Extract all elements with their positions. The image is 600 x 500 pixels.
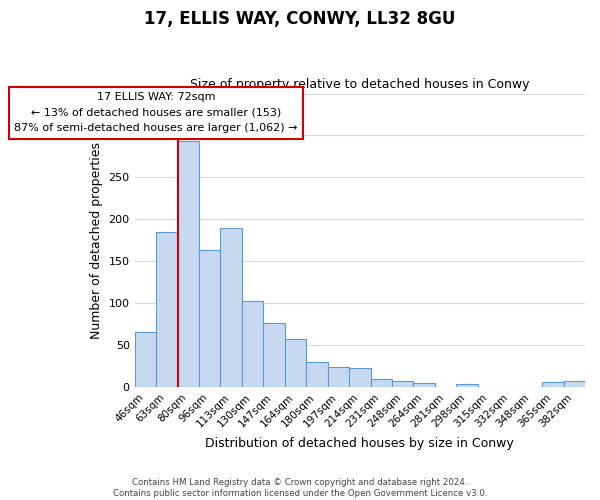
Bar xyxy=(306,362,328,387)
Bar xyxy=(134,332,156,387)
Bar xyxy=(371,378,392,387)
Bar xyxy=(563,381,585,387)
Bar xyxy=(220,228,242,387)
Bar xyxy=(413,383,435,387)
Text: Contains HM Land Registry data © Crown copyright and database right 2024.
Contai: Contains HM Land Registry data © Crown c… xyxy=(113,478,487,498)
Bar xyxy=(263,323,285,387)
Bar xyxy=(199,250,220,387)
Title: Size of property relative to detached houses in Conwy: Size of property relative to detached ho… xyxy=(190,78,530,91)
Y-axis label: Number of detached properties: Number of detached properties xyxy=(90,142,103,339)
Bar xyxy=(349,368,371,387)
Bar xyxy=(392,381,413,387)
Bar xyxy=(285,339,306,387)
Bar xyxy=(457,384,478,387)
X-axis label: Distribution of detached houses by size in Conwy: Distribution of detached houses by size … xyxy=(205,437,514,450)
Text: 17 ELLIS WAY: 72sqm
← 13% of detached houses are smaller (153)
87% of semi-detac: 17 ELLIS WAY: 72sqm ← 13% of detached ho… xyxy=(14,92,298,134)
Text: 17, ELLIS WAY, CONWY, LL32 8GU: 17, ELLIS WAY, CONWY, LL32 8GU xyxy=(145,10,455,28)
Bar xyxy=(178,142,199,387)
Bar xyxy=(242,300,263,387)
Bar xyxy=(542,382,563,387)
Bar xyxy=(328,367,349,387)
Bar xyxy=(156,232,178,387)
